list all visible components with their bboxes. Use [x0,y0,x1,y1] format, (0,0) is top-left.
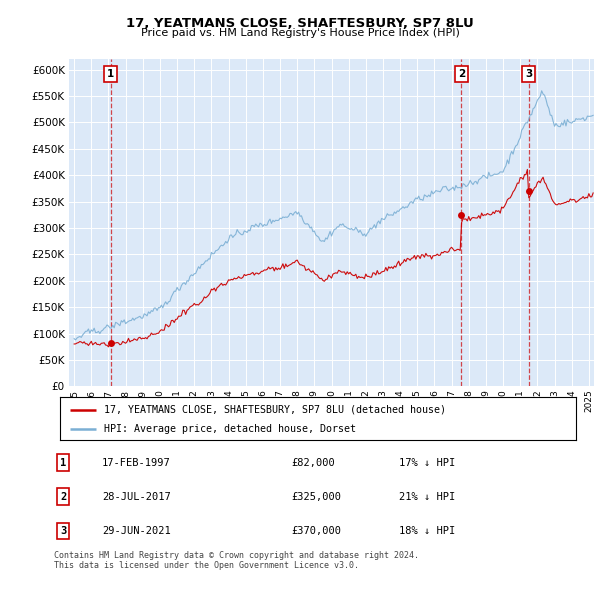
Text: 17-FEB-1997: 17-FEB-1997 [102,458,171,467]
Text: 1: 1 [107,69,114,78]
Text: 3: 3 [60,526,66,536]
Text: Contains HM Land Registry data © Crown copyright and database right 2024.
This d: Contains HM Land Registry data © Crown c… [54,551,419,571]
Text: 29-JUN-2021: 29-JUN-2021 [102,526,171,536]
Text: £325,000: £325,000 [291,492,341,502]
Text: 2: 2 [458,69,465,78]
Text: 2: 2 [60,492,66,502]
Text: 17, YEATMANS CLOSE, SHAFTESBURY, SP7 8LU: 17, YEATMANS CLOSE, SHAFTESBURY, SP7 8LU [126,17,474,30]
Text: 1: 1 [60,458,66,467]
Text: 17% ↓ HPI: 17% ↓ HPI [399,458,455,467]
Text: HPI: Average price, detached house, Dorset: HPI: Average price, detached house, Dors… [104,424,356,434]
Text: Price paid vs. HM Land Registry's House Price Index (HPI): Price paid vs. HM Land Registry's House … [140,28,460,38]
Text: £82,000: £82,000 [291,458,335,467]
Text: 3: 3 [525,69,532,78]
Text: 28-JUL-2017: 28-JUL-2017 [102,492,171,502]
Text: 18% ↓ HPI: 18% ↓ HPI [399,526,455,536]
Text: 17, YEATMANS CLOSE, SHAFTESBURY, SP7 8LU (detached house): 17, YEATMANS CLOSE, SHAFTESBURY, SP7 8LU… [104,405,446,415]
Text: 21% ↓ HPI: 21% ↓ HPI [399,492,455,502]
Text: £370,000: £370,000 [291,526,341,536]
